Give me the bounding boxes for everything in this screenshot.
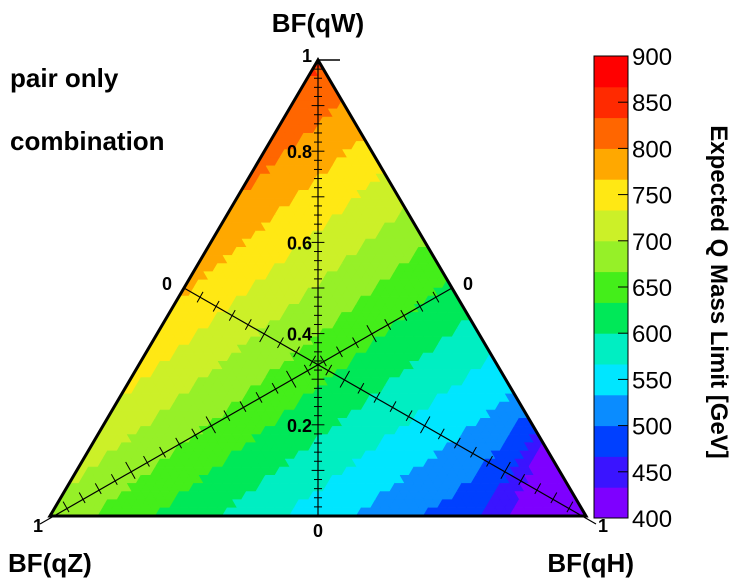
colorbar-tick-label: 500 [632, 414, 672, 441]
heatmap-cell [547, 507, 558, 516]
colorbar-tick-label: 750 [632, 183, 672, 210]
heatmap-cell [432, 507, 443, 516]
heatmap-cell [202, 507, 214, 516]
heatmap-cell [537, 507, 549, 516]
heatmap-cell [518, 507, 530, 516]
heatmap-cell [413, 507, 424, 516]
tick-label-left-side-zero: 0 [162, 274, 172, 294]
heatmap-cell [193, 507, 204, 516]
heatmap-cell [556, 507, 568, 516]
heatmap-cell [384, 507, 396, 516]
annotation-combination: combination [10, 126, 165, 156]
heatmap-cell [279, 507, 290, 516]
colorbar-tick-label: 600 [632, 321, 672, 348]
heatmap-cell [508, 507, 520, 516]
tick-label-right-side-zero: 0 [463, 274, 473, 294]
tick-label-bottom-zero: 0 [313, 521, 323, 541]
colorbar-tick-label: 850 [632, 90, 672, 117]
heatmap-cells [50, 60, 586, 516]
center-axis-tick-label: 0.6 [287, 233, 312, 253]
colorbar-segment [594, 425, 628, 457]
vertex-label-top: 1 [302, 46, 312, 66]
center-axis-tick-label: 0.2 [287, 416, 312, 436]
right-axis-title: BF(qH) [547, 548, 634, 578]
top-axis-title: BF(qW) [272, 8, 364, 38]
heatmap-cell [489, 507, 501, 516]
colorbar-segment [594, 148, 628, 180]
colorbar-segment [594, 302, 628, 334]
colorbar: 400 450 500 550 600 650 700 750 800 850 900 [593, 44, 672, 533]
heatmap-cell [240, 507, 252, 516]
colorbar-tick-label: 800 [632, 136, 672, 163]
heatmap-cell [355, 507, 367, 516]
colorbar-tick-label: 450 [632, 460, 672, 487]
colorbar-tick-label: 400 [632, 506, 672, 533]
center-axis-tick-label: 0.4 [287, 325, 312, 345]
left-axis-title: BF(qZ) [8, 548, 92, 578]
heatmap-cell [451, 507, 463, 516]
colorbar-segment [594, 210, 628, 242]
heatmap-cell [250, 507, 262, 516]
heatmap-cell [480, 507, 491, 516]
heatmap-cell [403, 507, 415, 516]
annotation-pair-only: pair only [10, 63, 119, 93]
heatmap-cell [461, 507, 472, 516]
colorbar-segment [594, 56, 628, 88]
heatmap-cell [212, 507, 223, 516]
colorbar-tick-label: 650 [632, 275, 672, 302]
heatmap-cell [327, 507, 338, 516]
colorbar-tick-label: 550 [632, 367, 672, 394]
heatmap-cell [269, 507, 281, 516]
colorbar-tick-label: 700 [632, 229, 672, 256]
heatmap-cell [288, 507, 300, 516]
heatmap-cell [231, 507, 242, 516]
heatmap-cell [365, 507, 376, 516]
heatmap-cell [374, 507, 386, 516]
colorbar-segment [594, 240, 628, 273]
colorbar-segment [594, 487, 628, 519]
heatmap-cell [499, 507, 510, 516]
colorbar-title: Expected Q Mass Limit [GeV] [705, 125, 732, 459]
center-axis-tick-label: 0.8 [287, 142, 312, 162]
heatmap-cell [183, 507, 195, 516]
heatmap-cell [422, 507, 434, 516]
colorbar-segment [594, 394, 628, 427]
heatmap-cell [307, 507, 319, 516]
colorbar-segment [594, 333, 628, 365]
vertex-label-right: 1 [598, 516, 608, 536]
colorbar-tick-label: 900 [632, 44, 672, 71]
heatmap-cell [298, 507, 309, 516]
colorbar-segment [594, 117, 628, 149]
heatmap-cell [317, 507, 329, 516]
heatmap-cell [394, 507, 405, 516]
heatmap-cell [346, 507, 357, 516]
vertex-label-left: 1 [33, 516, 43, 536]
heatmap-cell [441, 507, 453, 516]
heatmap-cell [221, 507, 233, 516]
heatmap-cell [528, 507, 539, 516]
heatmap-cell [470, 507, 482, 516]
heatmap-cell [336, 507, 348, 516]
heatmap-cell [260, 507, 271, 516]
